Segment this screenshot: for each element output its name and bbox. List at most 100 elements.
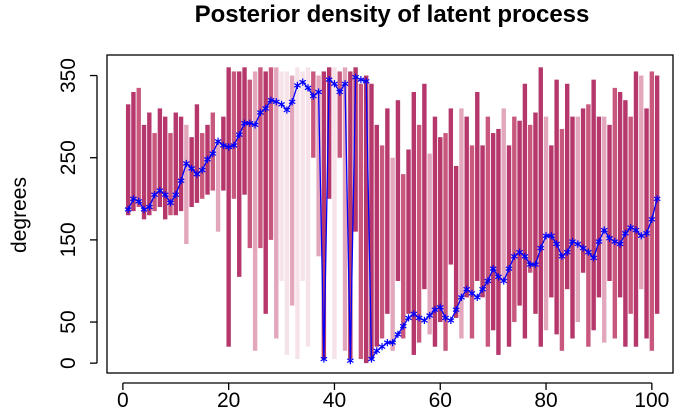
star-marker — [505, 265, 513, 273]
star-marker — [595, 237, 603, 246]
star-marker — [495, 273, 502, 281]
interval-bar — [279, 71, 284, 281]
interval-bar — [654, 75, 660, 314]
interval-bar — [152, 133, 157, 212]
star-marker — [600, 226, 608, 234]
interval-bar — [501, 108, 506, 281]
interval-bar — [147, 112, 152, 216]
star-marker — [579, 244, 587, 252]
star-marker — [262, 104, 270, 113]
interval-bar — [406, 149, 411, 314]
star-marker — [373, 347, 381, 355]
star-marker — [558, 252, 566, 260]
interval-bar — [453, 165, 459, 318]
x-tick-label: 0 — [117, 389, 129, 412]
interval-bar — [316, 75, 321, 257]
interval-bar — [168, 133, 173, 216]
star-marker — [547, 232, 555, 240]
interval-bar — [607, 124, 612, 281]
star-marker — [378, 343, 386, 351]
interval-bar — [157, 108, 163, 208]
interval-bar — [591, 79, 596, 331]
plot-frame — [106, 54, 674, 374]
interval-bar — [533, 112, 538, 314]
interval-bar — [311, 71, 316, 158]
interval-bar — [184, 124, 189, 244]
interval-bar — [480, 145, 485, 298]
interval-bar — [612, 87, 618, 339]
interval-bar — [512, 116, 517, 323]
x-tick-label: 40 — [323, 389, 346, 412]
interval-bar — [559, 128, 565, 351]
interval-bar — [475, 91, 480, 281]
interval-bar — [353, 67, 358, 232]
star-marker — [584, 248, 592, 256]
interval-bar — [385, 108, 390, 314]
interval-bar — [221, 116, 226, 191]
y-tick-label: 150 — [57, 222, 80, 257]
interval-bar — [596, 116, 602, 298]
star-marker — [193, 170, 201, 178]
interval-bar — [258, 67, 263, 249]
interval-bar — [305, 67, 311, 347]
interval-bar — [639, 75, 644, 290]
interval-bar — [162, 116, 168, 220]
interval-bar — [623, 100, 628, 347]
star-marker — [537, 244, 545, 252]
interval-bar — [342, 67, 348, 351]
interval-bar — [268, 67, 274, 240]
star-marker — [563, 248, 571, 256]
interval-bar — [580, 108, 586, 273]
interval-bar — [125, 104, 131, 216]
star-marker — [251, 121, 259, 129]
interval-bar — [586, 104, 591, 347]
star-marker — [394, 330, 402, 338]
interval-bar — [628, 116, 633, 314]
star-marker — [389, 338, 397, 347]
star-marker — [341, 80, 349, 88]
interval-bar — [633, 71, 639, 347]
star-marker — [616, 240, 624, 248]
interval-bar — [485, 116, 491, 347]
interval-bar — [194, 104, 200, 203]
star-marker — [473, 293, 481, 302]
interval-bar — [390, 157, 395, 351]
star-marker — [304, 84, 312, 92]
star-marker — [574, 240, 582, 248]
star-marker — [267, 96, 275, 104]
star-marker — [436, 303, 444, 311]
star-marker — [405, 314, 412, 322]
interval-bar — [284, 71, 290, 355]
interval-bar — [490, 133, 496, 331]
x-tick-label: 60 — [429, 389, 452, 412]
interval-bar — [237, 71, 242, 277]
star-marker — [214, 137, 222, 145]
star-marker — [553, 240, 561, 248]
star-marker — [161, 191, 169, 199]
chart-title: Posterior density of latent process — [195, 1, 590, 28]
star-marker — [399, 322, 407, 330]
interval-bar — [575, 116, 580, 323]
star-marker — [293, 81, 301, 90]
star-marker — [447, 316, 455, 325]
star-marker — [235, 131, 243, 139]
interval-bar — [443, 133, 448, 351]
star-marker — [278, 100, 285, 108]
star-marker — [124, 205, 132, 214]
interval-bar — [549, 145, 554, 298]
x-tick-label: 20 — [217, 389, 240, 412]
star-marker — [145, 203, 153, 211]
star-marker — [532, 260, 539, 269]
star-marker — [346, 357, 354, 365]
star-marker — [457, 293, 465, 302]
interval-bar — [332, 67, 337, 360]
interval-bar — [242, 67, 247, 195]
interval-bar — [401, 174, 406, 339]
interval-bar — [527, 124, 533, 273]
star-marker — [521, 252, 529, 260]
interval-bar — [543, 116, 549, 331]
star-marker — [288, 98, 296, 106]
interval-bar — [422, 83, 427, 290]
star-marker — [479, 285, 487, 293]
